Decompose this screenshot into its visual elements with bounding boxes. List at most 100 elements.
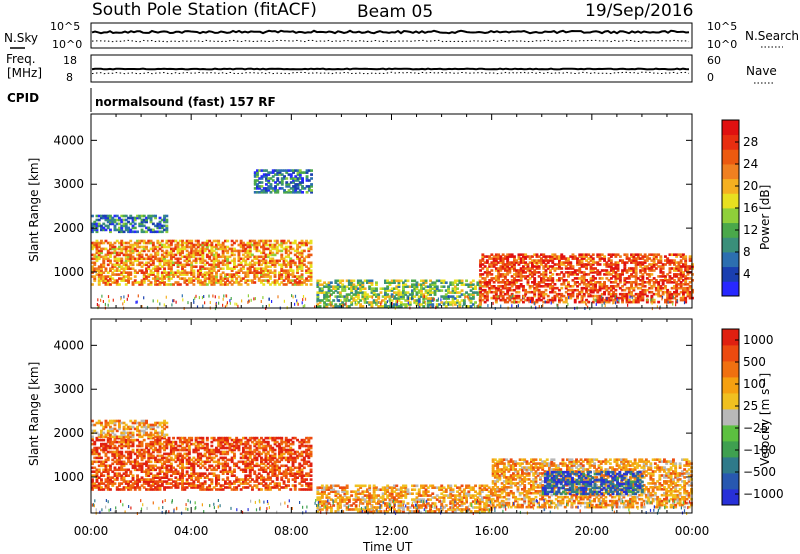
data-cell (289, 177, 293, 180)
data-cell (686, 283, 690, 286)
data-cell (354, 299, 358, 302)
data-cell (91, 214, 94, 218)
data-cell (467, 305, 471, 308)
data-cell (564, 267, 568, 270)
data-cell (140, 239, 144, 243)
data-cell (533, 273, 537, 276)
data-cell (113, 446, 117, 450)
data-cell (141, 305, 143, 309)
data-cell (127, 482, 130, 485)
data-cell (623, 277, 627, 280)
data-cell (203, 277, 207, 280)
data-cell (101, 294, 103, 298)
data-cell (404, 291, 408, 294)
data-cell (100, 474, 103, 477)
data-cell (201, 265, 205, 268)
data-cell (260, 259, 263, 263)
data-cell (221, 464, 225, 468)
data-cell (578, 290, 582, 294)
data-cell (156, 253, 160, 257)
data-cell (106, 436, 110, 440)
data-cell (106, 486, 110, 489)
data-cell (513, 259, 516, 262)
data-cell (291, 247, 295, 251)
data-cell (165, 275, 169, 278)
data-cell (438, 289, 441, 292)
data-cell (370, 303, 374, 306)
data-cell (212, 283, 216, 286)
data-cell (564, 271, 568, 274)
data-cell (494, 275, 498, 278)
data-cell (551, 296, 555, 300)
data-cell (508, 261, 512, 264)
data-cell (163, 275, 166, 278)
data-cell (120, 277, 124, 280)
data-cell (138, 283, 142, 286)
data-cell (336, 305, 340, 308)
data-cell (542, 292, 546, 296)
data-cell (594, 294, 597, 298)
data-cell (235, 446, 239, 450)
data-cell (621, 298, 624, 302)
data-cell (544, 292, 548, 296)
data-cell (147, 466, 151, 470)
data-cell (569, 263, 573, 266)
cpid-panel: CPID normalsound (fast) 157 RF (7, 88, 276, 112)
data-cell (205, 458, 209, 462)
data-cell (316, 299, 318, 303)
data-cell (309, 279, 313, 282)
data-cell (113, 450, 117, 454)
data-cell (652, 263, 656, 266)
data-cell (686, 294, 690, 298)
data-cell (140, 253, 144, 257)
data-cell (122, 468, 126, 472)
data-cell (621, 300, 624, 304)
data-cell (187, 446, 191, 450)
data-cell (625, 269, 629, 272)
data-cell (118, 488, 121, 491)
data-cell (187, 452, 191, 456)
data-cell (131, 263, 135, 267)
data-cell (580, 253, 584, 256)
data-cell (129, 263, 133, 267)
data-cell (519, 283, 523, 286)
data-cell (533, 279, 537, 282)
data-cell (156, 283, 160, 286)
data-cell (289, 169, 293, 172)
data-cell (659, 294, 663, 298)
data-cell (266, 239, 270, 243)
data-cell (632, 275, 636, 278)
data-cell (675, 300, 679, 304)
data-cell (682, 257, 685, 260)
data-cell (133, 486, 137, 489)
data-cell (163, 444, 166, 448)
data-cell (625, 255, 629, 258)
data-cell (140, 444, 144, 448)
data-cell (591, 277, 595, 280)
data-cell (621, 288, 624, 292)
data-cell (542, 261, 546, 264)
data-cell (596, 294, 600, 298)
data-cell (129, 251, 133, 255)
data-cell (648, 279, 652, 282)
data-cell (632, 261, 636, 264)
data-cell (104, 454, 108, 458)
data-cell (645, 273, 649, 276)
data-cell (553, 296, 557, 300)
data-cell (560, 257, 564, 260)
data-cell (497, 288, 501, 292)
data-cell (483, 283, 487, 286)
data-cell (506, 263, 510, 266)
data-cell (546, 265, 550, 268)
data-cell (553, 286, 557, 290)
data-cell (388, 281, 392, 284)
data-cell (136, 444, 139, 448)
data-cell (151, 488, 155, 491)
data-cell (508, 298, 512, 302)
data-cell (104, 486, 108, 489)
data-cell (519, 271, 523, 274)
data-cell (106, 275, 110, 278)
data-cell (248, 245, 252, 249)
data-cell (426, 303, 430, 306)
data-cell (154, 488, 157, 491)
